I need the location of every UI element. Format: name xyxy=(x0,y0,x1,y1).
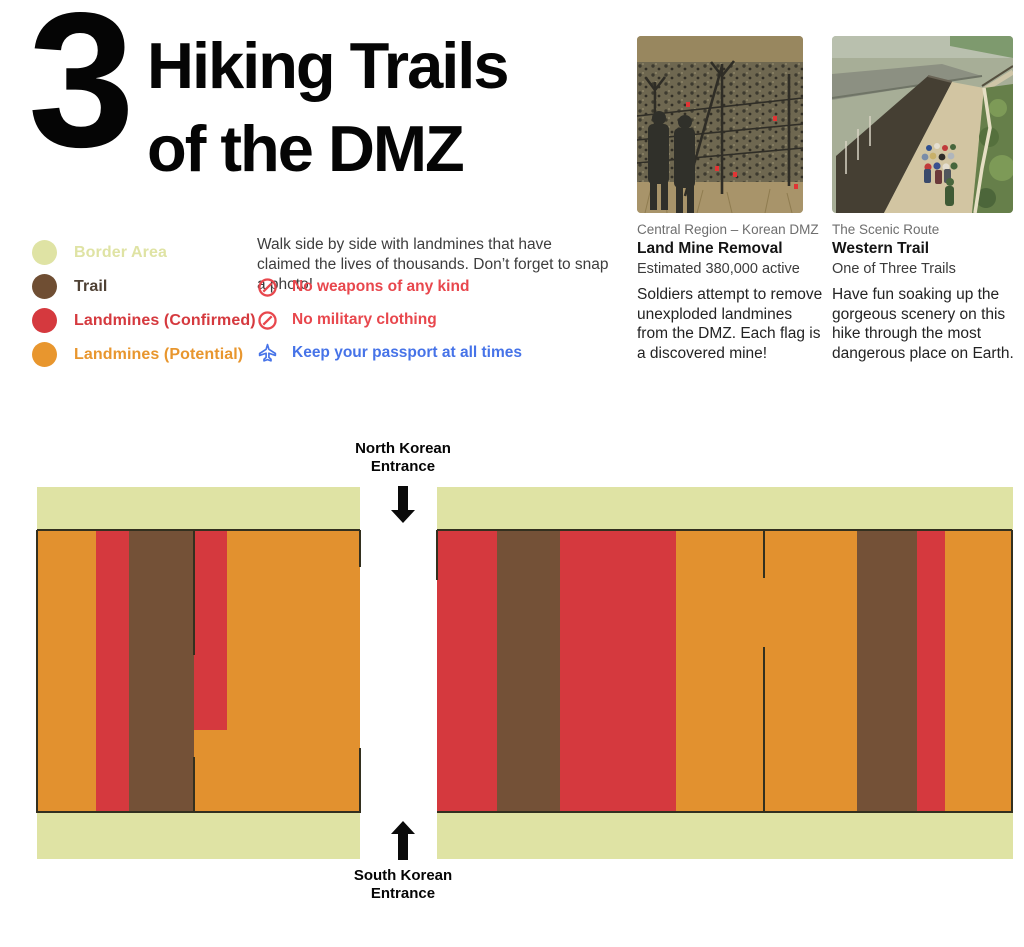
rule-label: Keep your passport at all times xyxy=(292,344,522,361)
rule-no-military-clothing: No military clothing xyxy=(257,309,522,331)
headline-number: 3 xyxy=(28,0,135,187)
card-subtitle: Estimated 380,000 active xyxy=(637,261,800,277)
legend-label: Trail xyxy=(74,277,108,295)
hiker-group xyxy=(921,143,958,206)
north-entrance-arrow xyxy=(391,486,415,523)
card-kicker: The Scenic Route xyxy=(832,222,940,237)
map-zone-potential xyxy=(37,530,96,813)
border-area-strip xyxy=(37,813,360,859)
card-description: Have fun soaking up the gorgeous scenery… xyxy=(832,286,1014,363)
western-trail-photo xyxy=(832,36,1013,213)
map-zone-confirmed xyxy=(917,530,945,813)
map-zone-potential xyxy=(676,530,857,813)
map-zone-trail xyxy=(129,530,194,813)
landmine-removal-photo xyxy=(637,36,803,213)
legend-label: Border Area xyxy=(74,243,167,261)
page-title: Hiking Trails of the DMZ xyxy=(147,24,510,190)
map-zone-potential xyxy=(227,530,360,813)
legend-item-border-area: Border Area xyxy=(32,240,256,265)
south-entrance-label: South Korean Entrance xyxy=(353,867,453,902)
rules-list: No weapons of any kind No military cloth… xyxy=(257,276,522,375)
legend-item-landmines-potential: Landmines (Potential) xyxy=(32,342,256,367)
rule-label: No military clothing xyxy=(292,311,437,328)
border-area-strip xyxy=(37,487,360,530)
card-title: Land Mine Removal xyxy=(637,240,783,257)
landmines-confirmed-swatch xyxy=(32,308,57,333)
intro-text: Walk side by side with landmines that ha… xyxy=(257,236,609,294)
legend-item-landmines-confirmed: Landmines (Confirmed) xyxy=(32,308,256,333)
legend-label: Landmines (Potential) xyxy=(74,345,244,363)
rule-label: No weapons of any kind xyxy=(292,278,470,295)
airplane-icon xyxy=(258,343,277,362)
map-zone-trail xyxy=(857,530,917,813)
western-trail-card: The Scenic Route Western Trail One of Th… xyxy=(832,36,1018,364)
map-legend: Border Area Trail Landmines (Confirmed) … xyxy=(32,240,256,376)
border-area-swatch xyxy=(32,240,57,265)
no-sign-icon xyxy=(258,277,277,297)
map-zone-confirmed xyxy=(96,530,129,813)
rule-no-weapons: No weapons of any kind xyxy=(257,276,522,298)
border-area-strip xyxy=(437,813,1013,859)
border-area-strip xyxy=(437,487,1013,530)
rule-keep-passport: Keep your passport at all times xyxy=(257,342,522,364)
landmines-potential-swatch xyxy=(32,342,57,367)
map-zone-potential xyxy=(194,730,227,813)
map-zone-confirmed xyxy=(194,530,227,730)
page-title-line1: Hiking Trails xyxy=(147,29,510,102)
north-entrance-label: North Korean Entrance xyxy=(355,440,451,475)
map-zone-trail xyxy=(497,530,560,813)
card-title: Western Trail xyxy=(832,240,930,257)
legend-item-trail: Trail xyxy=(32,274,256,299)
no-sign-icon xyxy=(258,310,277,330)
south-entrance-arrow xyxy=(391,821,415,860)
trail-swatch xyxy=(32,274,57,299)
card-description: Soldiers attempt to remove unexploded la… xyxy=(637,286,823,363)
card-subtitle: One of Three Trails xyxy=(832,261,956,277)
card-kicker: Central Region – Korean DMZ xyxy=(637,222,819,237)
land-mine-removal-card: Central Region – Korean DMZ Land Mine Re… xyxy=(637,36,823,364)
map-zone-confirmed xyxy=(560,530,676,813)
legend-label: Landmines (Confirmed) xyxy=(74,311,256,329)
map-zone-confirmed xyxy=(437,530,497,813)
page-title-line2: of the DMZ xyxy=(147,112,465,186)
map-zone-potential xyxy=(945,530,1012,813)
